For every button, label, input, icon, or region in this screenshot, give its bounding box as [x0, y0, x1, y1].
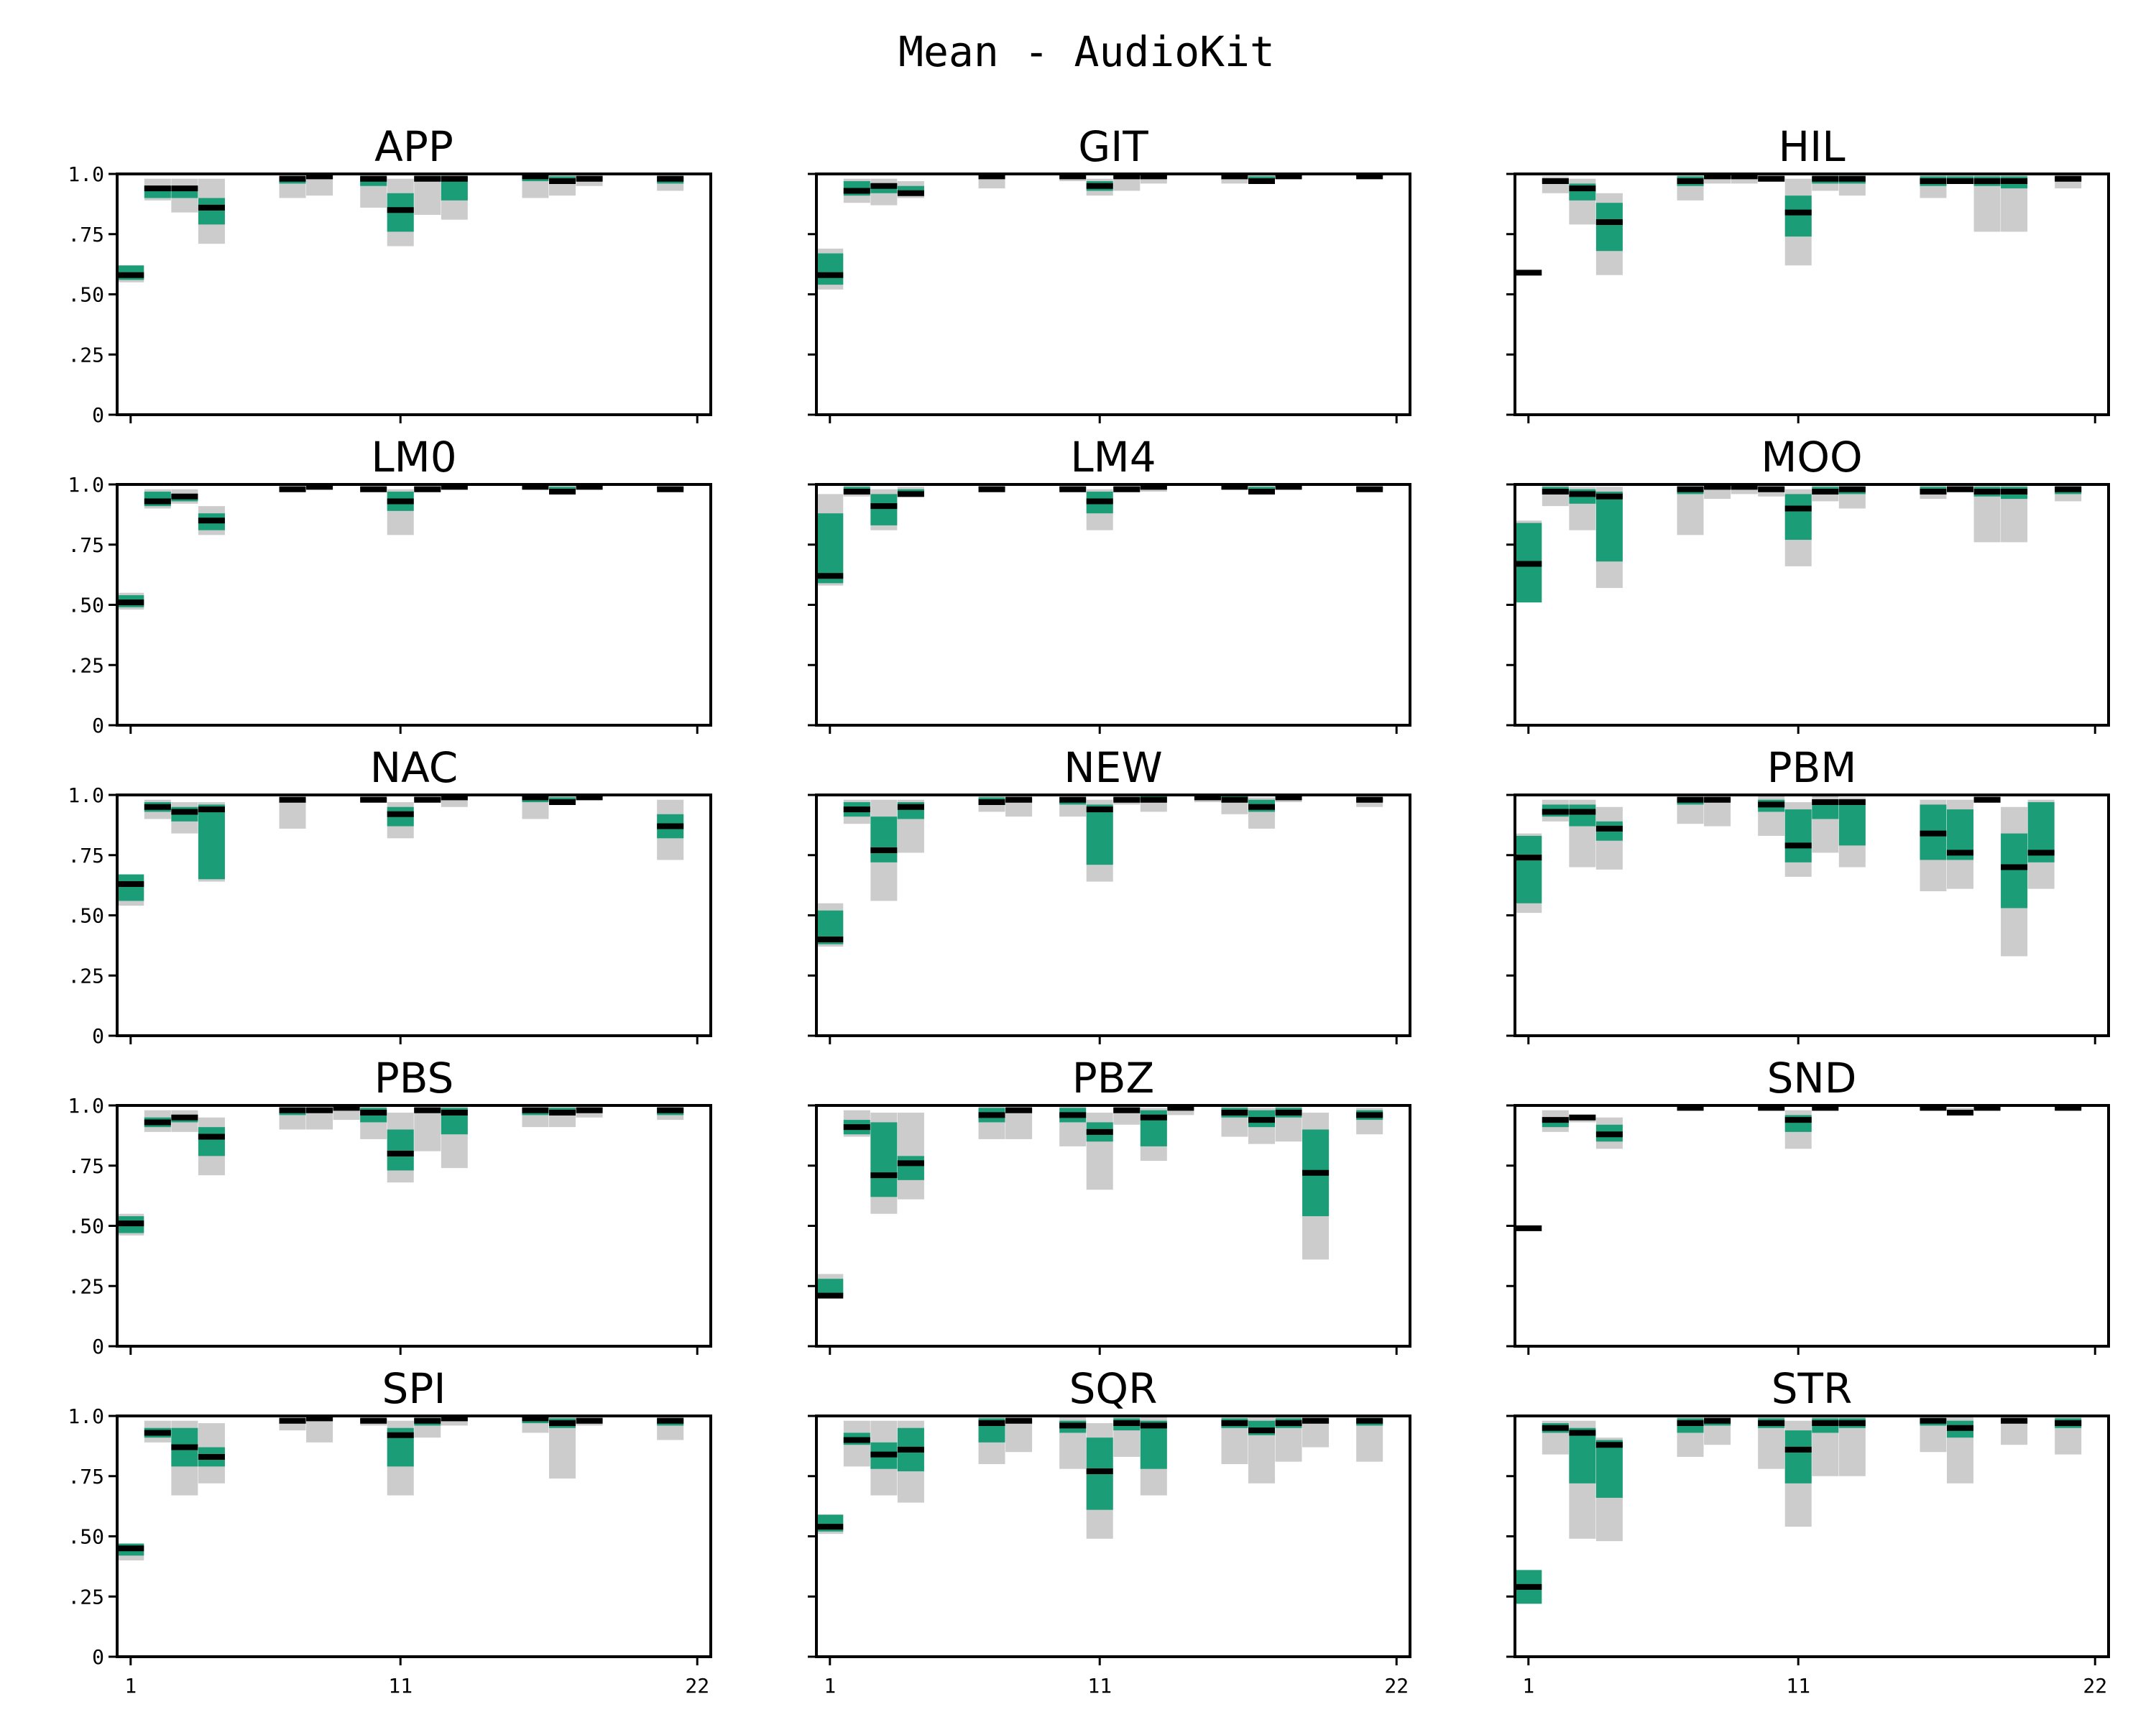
iqr-box	[117, 874, 144, 901]
y-tick-label: .25	[68, 343, 104, 367]
panel-title-lm4: LM4	[1070, 433, 1156, 482]
x-tick-label: 22	[685, 1674, 709, 1698]
panel-title-hil: HIL	[1778, 122, 1845, 171]
y-tick-label: 1.0	[68, 783, 104, 807]
panel-app: APP 0 .25 .50 .75 1.0	[68, 122, 712, 427]
y-tick-label: 0	[92, 714, 104, 737]
iqr-box	[2001, 833, 2028, 908]
iqr-box	[198, 804, 225, 880]
axes-frame	[815, 172, 1411, 416]
panel-nac: NAC 0 .25 .50 .75 1.0	[68, 743, 712, 1048]
iqr-box	[1569, 1427, 1596, 1484]
panel-title-nac: NAC	[370, 743, 459, 792]
panel-lm0: LM0 0 .25 .50 .75 1.0	[68, 433, 712, 737]
iqr-box	[1595, 1440, 1623, 1498]
y-tick-label: .50	[68, 594, 104, 617]
iqr-box	[1515, 835, 1542, 903]
y-tick-label: 1.0	[68, 1094, 104, 1118]
panel-title-snd: SND	[1767, 1054, 1857, 1103]
iqr-box	[897, 185, 924, 193]
axes-frame	[815, 483, 1411, 727]
panel-git: GIT	[808, 122, 1411, 423]
iqr-box	[816, 253, 844, 285]
panel-title-pbm: PBM	[1767, 743, 1857, 792]
iqr-box	[1784, 196, 1812, 237]
y-tick-label: .25	[68, 1274, 104, 1298]
iqr-box	[1784, 494, 1812, 540]
panel-pbs: PBS 0 .25 .50 .75 1.0	[68, 1054, 712, 1358]
panel-pbm: PBM	[1506, 743, 2110, 1044]
panel-title-pbz: PBZ	[1072, 1054, 1155, 1103]
panel-title-spi: SPI	[382, 1364, 446, 1413]
iqr-box	[816, 1279, 844, 1296]
figure-title: Mean - AudioKit	[898, 27, 1275, 76]
panel-title-git: GIT	[1078, 122, 1148, 171]
iqr-box	[870, 1122, 898, 1197]
x-tick-label: 11	[388, 1674, 413, 1698]
iqr-box	[198, 1127, 225, 1156]
iqr-box	[1838, 799, 1866, 846]
y-tick-label: .25	[68, 964, 104, 988]
iqr-box	[870, 494, 898, 525]
panel-lm4: LM4	[808, 433, 1411, 734]
iqr-box	[1784, 809, 1812, 862]
y-tick-label: .75	[68, 1154, 104, 1178]
y-tick-label: .25	[68, 653, 104, 677]
panel-hil: HIL	[1506, 122, 2110, 423]
panel-title-sqr: SQR	[1069, 1364, 1158, 1413]
panel-title-app: APP	[374, 122, 453, 171]
panel-snd: SND	[1506, 1054, 2110, 1355]
y-tick-label: 1.0	[68, 162, 104, 186]
y-tick-label: .50	[68, 1215, 104, 1238]
y-tick-label: .25	[68, 1585, 104, 1609]
iqr-box	[816, 513, 844, 584]
y-tick-label: .50	[68, 283, 104, 307]
panel-title-str: STR	[1772, 1364, 1853, 1413]
panel-moo: MOO	[1506, 433, 2110, 734]
y-tick-label: 1.0	[68, 473, 104, 497]
iqr-box	[198, 198, 225, 225]
y-tick-label: 1.0	[68, 1404, 104, 1428]
panel-title-moo: MOO	[1761, 433, 1862, 482]
y-tick-label: .50	[68, 904, 104, 928]
y-tick-label: .75	[68, 223, 104, 247]
panel-title-new: NEW	[1064, 743, 1162, 792]
y-tick-label: .75	[68, 844, 104, 868]
y-tick-label: .75	[68, 533, 104, 557]
y-tick-label: 0	[92, 1645, 104, 1669]
iqr-box	[387, 1129, 414, 1171]
x-tick-label: 22	[2083, 1674, 2107, 1698]
iqr-box	[1569, 804, 1596, 827]
iqr-box	[1086, 804, 1113, 865]
y-tick-label: .50	[68, 1525, 104, 1549]
iqr-box	[897, 1156, 924, 1180]
y-tick-label: 0	[92, 403, 104, 427]
iqr-box	[1595, 492, 1623, 562]
y-tick-label: .75	[68, 1465, 104, 1489]
x-tick-label: 1	[824, 1674, 836, 1698]
panel-new: NEW	[808, 743, 1411, 1044]
x-tick-label: 11	[1786, 1674, 1810, 1698]
panel-title-lm0: LM0	[371, 433, 456, 482]
y-tick-label: 0	[92, 1024, 104, 1048]
panel-pbz: PBZ	[808, 1054, 1411, 1355]
y-tick-label: 0	[92, 1335, 104, 1358]
x-tick-label: 1	[124, 1674, 137, 1698]
x-tick-label: 1	[1522, 1674, 1534, 1698]
iqr-box	[870, 816, 898, 862]
x-tick-label: 11	[1087, 1674, 1112, 1698]
panel-title-pbs: PBS	[374, 1054, 454, 1103]
x-tick-label: 22	[1384, 1674, 1409, 1698]
iqr-box	[1784, 1430, 1812, 1484]
iqr-box	[1595, 203, 1623, 252]
iqr-box	[1140, 1420, 1167, 1469]
